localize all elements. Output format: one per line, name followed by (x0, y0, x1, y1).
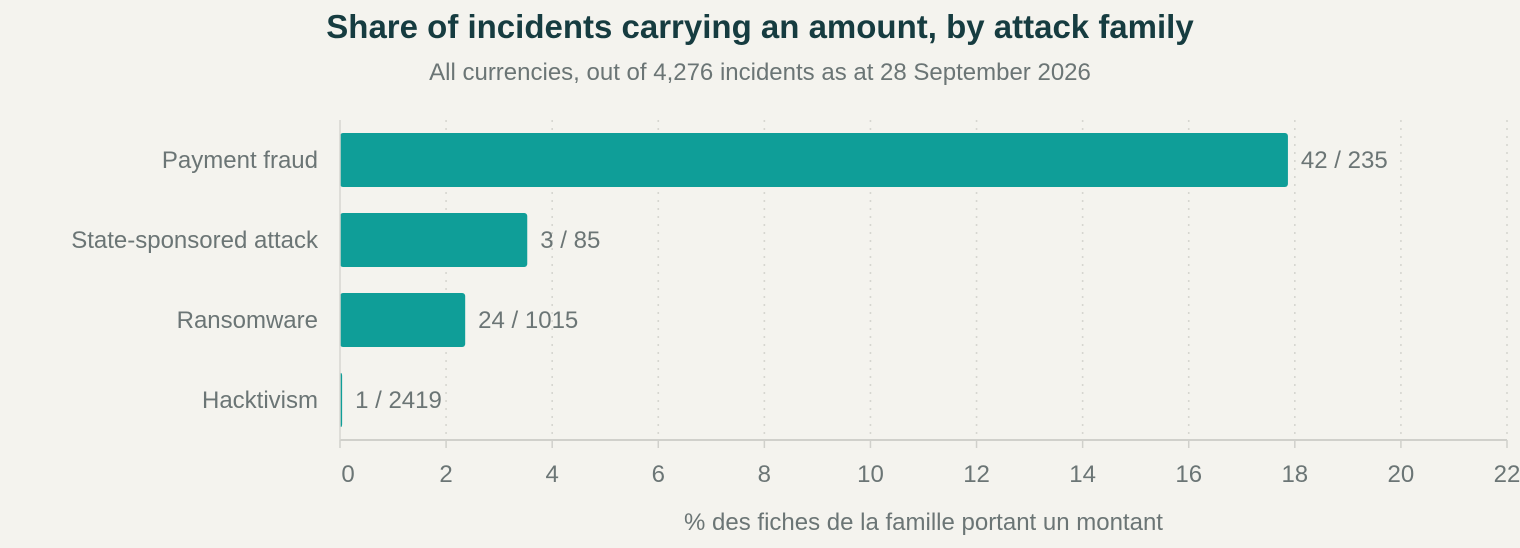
x-tick-label: 14 (1069, 461, 1096, 488)
x-tick-label: 2 (439, 461, 452, 488)
bar (340, 133, 1288, 187)
bars (340, 133, 1288, 427)
gridlines (445, 120, 1508, 440)
x-tick-label: 0 (341, 461, 354, 488)
chart-title: Share of incidents carrying an amount, b… (326, 8, 1194, 45)
data-label: 3 / 85 (540, 227, 600, 254)
axes: 0 2 4 6 8 10 12 14 16 18 20 22 Payment fraud 42 / 235… (71, 120, 1520, 488)
bar (340, 213, 528, 267)
x-tick-label: 16 (1175, 461, 1202, 488)
bar (340, 293, 466, 347)
chart-subtitle: All currencies, out of 4,276 incidents a… (429, 59, 1091, 86)
x-tick-label: 4 (546, 461, 559, 488)
x-tick-label: 22 (1494, 461, 1520, 488)
category-label: State-sponsored attack (71, 227, 319, 254)
category-label: Payment fraud (162, 147, 318, 174)
data-label: 24 / 1015 (478, 307, 578, 334)
x-tick-label: 8 (758, 461, 771, 488)
x-axis-title: % des fiches de la famille portant un mo… (684, 509, 1163, 536)
category-label: Ransomware (177, 307, 318, 334)
category-label: Hacktivism (202, 387, 318, 414)
x-tick-label: 20 (1388, 461, 1415, 488)
data-label: 1 / 2419 (355, 387, 442, 414)
x-tick-label: 18 (1281, 461, 1308, 488)
data-label: 42 / 235 (1301, 147, 1388, 174)
x-tick-label: 10 (857, 461, 884, 488)
x-tick-label: 6 (652, 461, 665, 488)
x-tick-label: 12 (963, 461, 990, 488)
